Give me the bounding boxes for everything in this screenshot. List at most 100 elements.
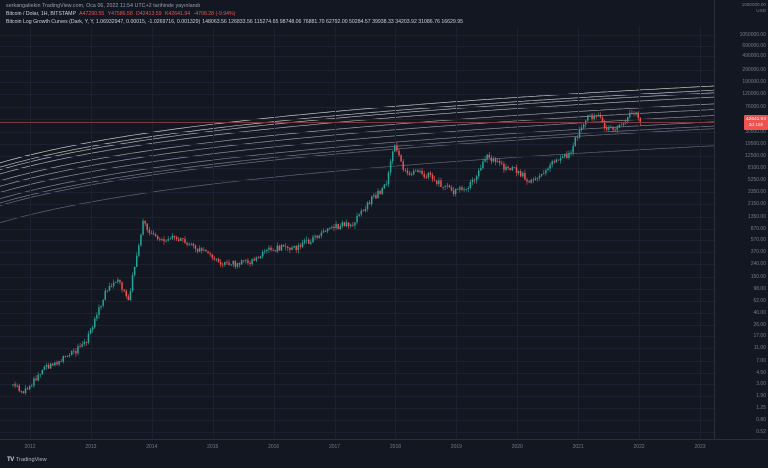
candle-body <box>610 126 612 128</box>
time-axis-label: 2021 <box>572 444 584 450</box>
candle-body <box>454 188 457 195</box>
price-axis-label: 30500.00 <box>745 128 766 135</box>
candle-body <box>429 172 432 175</box>
candle-body <box>81 344 83 347</box>
candle-body <box>620 124 623 126</box>
indicator-value-2: 115274.65 <box>252 19 279 26</box>
candle-body <box>207 251 209 254</box>
candle-body <box>358 214 360 216</box>
candle-body <box>505 166 507 170</box>
candle-body <box>406 170 409 174</box>
gridline-h <box>0 118 714 120</box>
plot-area[interactable] <box>0 26 714 439</box>
candle-body <box>333 226 335 229</box>
candle-body <box>270 247 272 251</box>
symbol-ohlc-row[interactable]: Bitcoin / Dolar, 1H, BITSTAMP A47290.55 … <box>6 11 463 18</box>
symbol-label[interactable]: Bitcoin / Dolar, 1H, BITSTAMP <box>6 11 76 18</box>
candle-body <box>608 127 610 130</box>
gridline-h <box>0 167 714 169</box>
candle-body <box>389 161 392 173</box>
gridline-v <box>578 26 580 439</box>
candle-body <box>121 282 123 290</box>
candle-body <box>511 167 514 171</box>
candle-body <box>203 249 205 251</box>
candle-body <box>255 257 258 261</box>
current-price-badge[interactable]: 42641.94 3d 15h <box>743 115 768 130</box>
time-axis[interactable]: 2012 2013 2014 2015 2016 2017 2018 2019 2020 2021… <box>0 439 768 456</box>
indicator-row[interactable]: Bitcoin Log Growth Curves (Dark, Y, Y, 1… <box>6 19 463 26</box>
candle-body <box>366 202 369 210</box>
candle-body <box>391 151 394 162</box>
gridline-v <box>700 26 701 439</box>
time-axis-label: 2022 <box>633 444 645 450</box>
candle-body <box>486 154 488 160</box>
price-axis-label: 2150.00 <box>747 201 766 208</box>
candle-body <box>410 174 413 176</box>
price-axis-label: 490000.00 <box>742 52 766 59</box>
candle-body <box>52 363 54 366</box>
candle-body <box>442 186 444 188</box>
candle-body <box>117 279 119 282</box>
candle-body <box>257 257 260 259</box>
candle-body <box>186 242 188 245</box>
indicator-value-6: 50284.57 <box>347 19 371 26</box>
candle-body <box>457 188 459 190</box>
time-axis-label: 2016 <box>268 444 280 450</box>
candle-body <box>16 385 18 387</box>
gridline-h <box>0 70 714 71</box>
candle-body <box>209 253 211 255</box>
candle-body <box>242 260 245 261</box>
candle-body <box>522 172 524 177</box>
candle-body <box>287 246 289 248</box>
gridline-h <box>0 143 714 145</box>
candle-body <box>175 237 178 240</box>
badge-price: 42641.94 <box>745 116 766 122</box>
candle-body <box>49 363 52 369</box>
candle-body <box>240 260 243 265</box>
candle-body <box>177 239 180 241</box>
price-axis[interactable]: 1050000.00 USD 1050000.00 690000.00 490000… <box>714 0 768 439</box>
candle-body <box>35 378 37 381</box>
candle-body <box>169 238 172 240</box>
candle-body <box>224 261 226 265</box>
candle-body <box>526 179 528 182</box>
candle-body <box>320 232 323 236</box>
candle-body <box>601 117 604 122</box>
gridline-h <box>0 420 714 422</box>
open-label: A <box>79 11 83 18</box>
indicator-name[interactable]: Bitcoin Log Growth Curves (Dark, Y, Y, 1… <box>6 19 201 26</box>
gridline-v <box>151 26 153 439</box>
candle-body <box>263 251 266 253</box>
candle-body <box>398 150 400 156</box>
candle-body <box>190 243 193 245</box>
price-axis-label: 26.00 <box>753 321 766 328</box>
candle-body <box>530 179 532 183</box>
candle-body <box>444 186 446 188</box>
candle-body <box>312 236 314 243</box>
candle-body <box>303 240 306 243</box>
gridline-h <box>0 252 714 254</box>
candle-body <box>173 235 176 238</box>
gridline-v <box>395 26 397 439</box>
price-axis-label: 150.00 <box>750 273 766 280</box>
growth-curve-7 <box>0 121 714 200</box>
candle-body <box>282 244 285 247</box>
candle-body <box>115 281 117 283</box>
growth-curve-5 <box>0 109 714 187</box>
candle-body <box>387 172 390 185</box>
candle-body <box>446 185 449 187</box>
candle-body <box>301 242 304 247</box>
time-axis-label: 2020 <box>511 444 523 450</box>
candle-body <box>245 260 247 262</box>
price-axis-label: 8100.00 <box>747 164 766 171</box>
time-axis-label: 2019 <box>450 444 462 450</box>
candle-body <box>85 341 88 343</box>
candle-body <box>161 239 163 240</box>
candle-body <box>385 184 388 185</box>
candle-body <box>396 145 398 151</box>
candle-body <box>352 224 354 226</box>
candle-body <box>473 179 476 181</box>
tradingview-logo[interactable]: TV TradingView <box>7 457 47 463</box>
price-axis-label: 1050000.00 <box>739 31 766 38</box>
gridline-v <box>639 26 641 439</box>
